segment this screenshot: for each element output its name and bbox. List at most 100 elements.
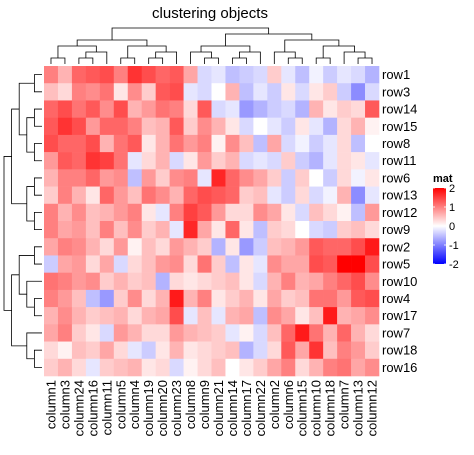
heatmap-cell	[309, 358, 324, 377]
heatmap-cell	[365, 100, 380, 118]
row-label: row9	[382, 222, 410, 237]
heatmap-cell	[183, 117, 198, 136]
heatmap-cell	[281, 289, 296, 308]
heatmap-cell	[365, 324, 380, 342]
heatmap-cell	[281, 221, 296, 239]
heatmap-cell	[71, 100, 87, 118]
heatmap-cell	[281, 117, 296, 136]
legend-tick-label: 1	[449, 202, 455, 214]
heatmap-cell	[99, 358, 115, 377]
heatmap-cell	[267, 341, 282, 360]
dendrogram-branch	[34, 211, 42, 231]
heatmap-cell	[71, 134, 87, 153]
heatmap-cell	[141, 152, 156, 170]
heatmap-cell	[323, 341, 338, 360]
heatmap-cell	[211, 341, 226, 360]
heatmap-cell	[127, 255, 143, 273]
heatmap-cell	[253, 152, 268, 170]
heatmap-cell	[253, 341, 268, 360]
heatmap-cell	[337, 272, 352, 291]
heatmap-cell	[155, 83, 170, 101]
row-label: row12	[382, 205, 417, 220]
heatmap-cell	[225, 152, 240, 170]
heatmap-cell	[365, 169, 380, 187]
column-dendrogram	[50, 27, 373, 64]
heatmap-cell	[71, 152, 87, 170]
heatmap-cell	[71, 221, 87, 239]
column-label: column4	[127, 380, 142, 429]
heatmap-cell	[225, 289, 240, 308]
heatmap-cell	[267, 169, 282, 187]
heatmap-cell	[183, 358, 198, 377]
heatmap-cell	[211, 117, 226, 136]
row-label: row4	[382, 291, 410, 306]
heatmap-cell	[239, 152, 254, 170]
heatmap-cell	[225, 255, 240, 273]
heatmap-cell	[155, 152, 170, 170]
heatmap-cell	[337, 152, 352, 170]
heatmap-cell	[239, 186, 254, 205]
dendrogram-branch	[148, 57, 164, 64]
heatmap-cell	[211, 272, 226, 291]
heatmap-cell	[281, 307, 296, 325]
heatmap-cell	[169, 341, 184, 360]
heatmap-cell	[337, 221, 352, 239]
heatmap-cell	[99, 255, 115, 273]
heatmap-cell	[281, 100, 296, 118]
heatmap-cell	[323, 272, 338, 291]
heatmap-cell	[267, 100, 282, 118]
dendrogram-branch	[111, 27, 270, 40]
heatmap-cell	[169, 169, 184, 187]
heatmap-cell	[141, 66, 156, 84]
heatmap-cell	[141, 324, 156, 342]
column-label: column12	[365, 380, 380, 436]
color-legend: mat 2 1 0 -1 -2	[433, 173, 459, 271]
heatmap-cell	[211, 203, 226, 222]
heatmap-cell	[337, 83, 352, 101]
heatmap-cell	[44, 289, 59, 308]
heatmap-cell	[211, 255, 226, 273]
heatmap-cell	[281, 203, 296, 222]
heatmap-cell	[337, 186, 352, 205]
heatmap-cell	[197, 324, 212, 342]
heatmap-cell	[281, 66, 296, 84]
heatmap-cell	[99, 169, 115, 187]
heatmap-cell	[99, 117, 115, 136]
heatmap-cell	[141, 117, 156, 136]
column-label: column10	[309, 380, 324, 436]
heatmap-cell	[113, 83, 129, 101]
heatmap-cell	[239, 221, 254, 239]
dendrogram-branch	[120, 57, 136, 64]
dendrogram-branch	[204, 57, 219, 64]
dendrogram-branch	[3, 156, 12, 311]
heatmap-cell	[127, 324, 143, 342]
heatmap-cell	[253, 307, 268, 325]
legend-tick-label: 0	[449, 221, 455, 233]
heatmap-cell	[169, 117, 184, 136]
heatmap-cell	[99, 272, 115, 291]
column-label: column22	[253, 380, 268, 436]
heatmap-cell	[281, 255, 296, 273]
heatmap-cell	[295, 289, 310, 308]
heatmap-cell	[253, 66, 268, 84]
heatmap-cell	[141, 203, 156, 222]
heatmap-cell	[57, 186, 73, 205]
row-label: row10	[382, 274, 417, 289]
heatmap-cell	[44, 186, 59, 205]
row-label: row13	[382, 188, 417, 203]
heatmap-cell	[337, 66, 352, 84]
heatmap-cell	[309, 169, 324, 187]
column-label: column18	[323, 380, 338, 436]
heatmap-cell	[169, 186, 184, 205]
heatmap-cell	[267, 117, 282, 136]
heatmap-cell	[225, 100, 240, 118]
heatmap-cell	[323, 255, 338, 273]
heatmap-cell	[323, 203, 338, 222]
heatmap-cell	[267, 289, 282, 308]
heatmap-cell	[183, 83, 198, 101]
heatmap-cell	[253, 100, 268, 118]
heatmap-cell	[267, 238, 282, 256]
heatmap-cell	[365, 238, 380, 256]
column-label: column15	[295, 380, 310, 436]
